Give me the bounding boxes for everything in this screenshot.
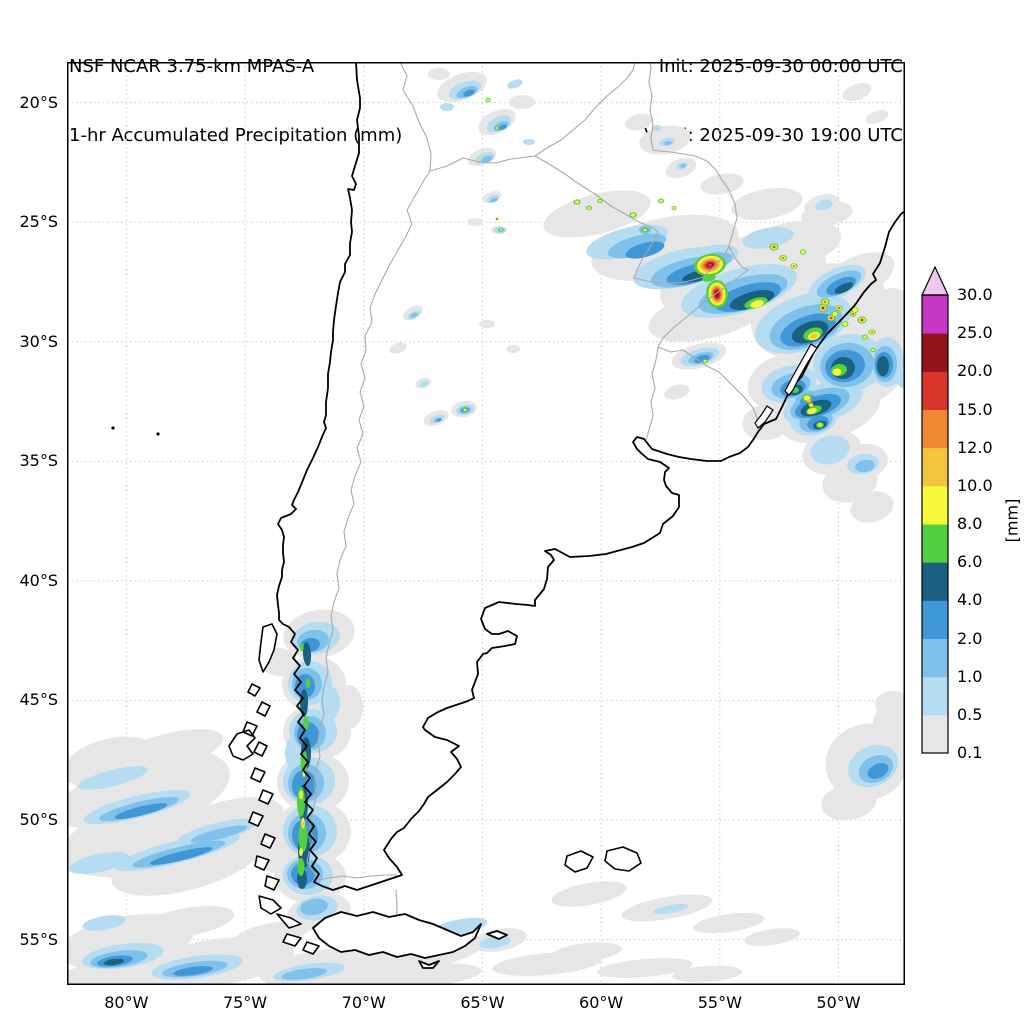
colorbar-segment xyxy=(922,295,948,334)
figure-title-block: NSF NCAR 3.75-km MPAS-A 1-hr Accumulated… xyxy=(69,9,402,170)
colorbar-segment xyxy=(922,638,948,678)
lon-tick-label: 50°W xyxy=(816,993,861,1012)
lat-tick-label: 20°S xyxy=(19,92,58,112)
colorbar-tick-label: 12.0 xyxy=(957,437,993,457)
lon-tick-label: 60°W xyxy=(579,993,624,1012)
falkland-islands-coastline xyxy=(564,846,642,873)
lat-tick-label: 25°S xyxy=(19,212,58,232)
precip-level-25mm xyxy=(708,263,712,267)
map-frame-border xyxy=(67,62,905,985)
colorbar-segment xyxy=(922,409,948,449)
colorbar-segment xyxy=(922,371,948,410)
colorbar-segment xyxy=(922,485,948,525)
colorbar-tick-label: 10.0 xyxy=(957,475,993,495)
product-title: 1-hr Accumulated Precipitation (mm) xyxy=(69,125,403,146)
lon-tick-label: 80°W xyxy=(104,993,149,1012)
lat-tick-label: 50°S xyxy=(19,810,58,829)
colorbar-tick-label: 4.0 xyxy=(957,590,983,610)
colorbar-tick-label: 15.0 xyxy=(957,399,993,419)
country-borders xyxy=(306,62,759,941)
tierra-del-fuego-coastline xyxy=(312,911,508,969)
colorbar-tick-label: 2.0 xyxy=(957,628,983,648)
init-time-label: Init: 2025-09-30 00:00 UTC xyxy=(658,56,903,77)
colorbar-tick-label: 20.0 xyxy=(957,361,993,381)
colorbar-tick-label: 0.5 xyxy=(957,704,983,724)
lat-tick-label: 40°S xyxy=(19,570,58,590)
coastal-lagoons xyxy=(754,343,818,429)
colorbar-extend-arrow xyxy=(921,265,949,296)
colorbar-tick-label: 1.0 xyxy=(957,666,983,686)
figure-time-block: Init: 2025-09-30 00:00 UTC Valid: 2025-0… xyxy=(644,9,903,170)
colorbar-segment xyxy=(922,524,948,563)
colorbar-unit-label: [mm] xyxy=(1002,498,1022,543)
map-panel xyxy=(67,62,905,985)
lon-tick-label: 70°W xyxy=(341,993,386,1012)
lon-tick-label: 55°W xyxy=(697,993,742,1012)
coastline xyxy=(276,62,905,891)
model-title: NSF NCAR 3.75-km MPAS-A xyxy=(69,56,315,77)
colorbar-segment xyxy=(922,676,948,716)
colorbar-segment xyxy=(922,333,948,372)
lon-tick-label: 75°W xyxy=(222,993,268,1012)
lat-tick-label: 35°S xyxy=(19,451,58,471)
fjord-islands-coastline xyxy=(228,623,320,955)
lat-tick-label: 45°S xyxy=(19,690,58,710)
lat-tick-label: 30°S xyxy=(19,331,58,351)
colorbar-segment xyxy=(922,447,948,487)
colorbar-segment xyxy=(922,562,948,601)
colorbar-tick-label: 0.1 xyxy=(957,743,983,762)
colorbar-segment xyxy=(922,714,948,754)
colorbar-segment xyxy=(922,600,948,639)
colorbar-tick-label: 30.0 xyxy=(957,285,993,304)
colorbar-tick-label: 8.0 xyxy=(957,514,983,533)
colorbar xyxy=(920,263,952,757)
precipitation-field xyxy=(67,68,905,985)
offshore-islands xyxy=(111,426,160,436)
colorbar-tick-label: 25.0 xyxy=(957,323,993,343)
map-canvas xyxy=(67,62,905,985)
lon-tick-label: 65°W xyxy=(460,993,505,1012)
lat-tick-label: 55°S xyxy=(19,929,58,949)
colorbar-tick-label: 6.0 xyxy=(957,552,983,572)
colorbar-outline xyxy=(921,294,949,754)
